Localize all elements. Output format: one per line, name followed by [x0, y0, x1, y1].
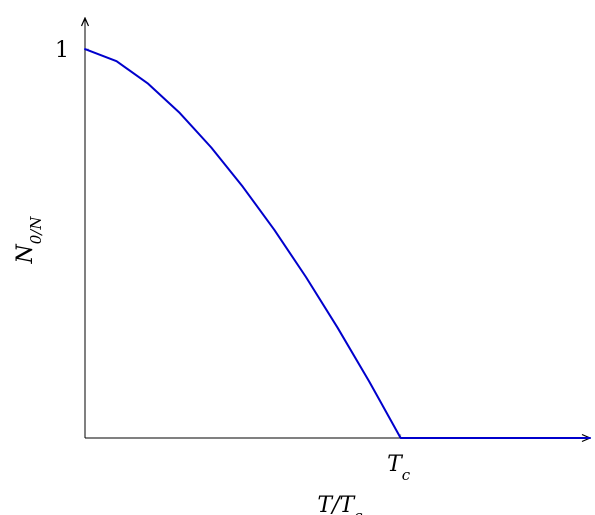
tick-layer: 1 Tc	[55, 38, 411, 484]
series-line-0	[84, 48, 591, 439]
y-tick-label: 1	[55, 38, 69, 63]
series-layer	[84, 48, 591, 439]
x-tick-label: Tc	[387, 452, 411, 484]
x-axis-label: T/Tc	[317, 493, 363, 515]
y-axis-label: N0/N	[13, 216, 45, 265]
